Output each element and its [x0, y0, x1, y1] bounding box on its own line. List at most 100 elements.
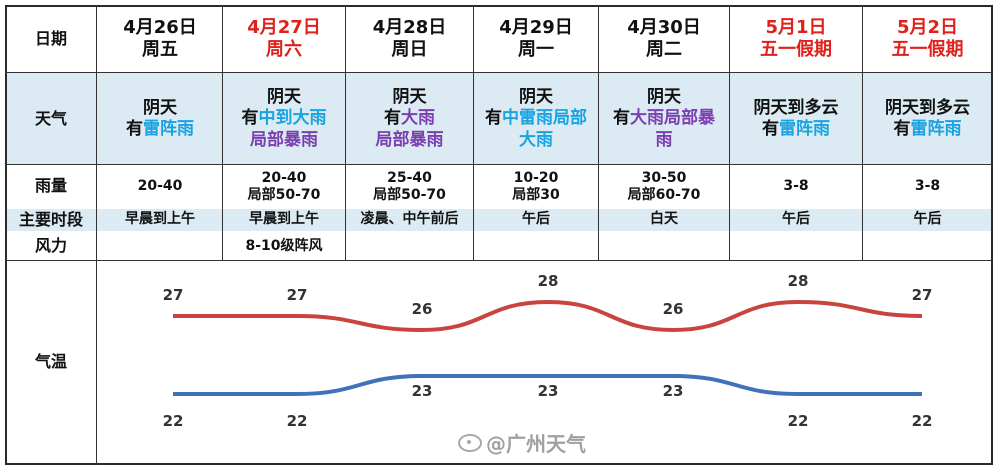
rain-text: 20-40 [261, 169, 307, 186]
date-cell: 4月29日 周一 [474, 7, 598, 71]
date-cell: 4月26日 周五 [98, 7, 222, 71]
high-temp-label: 28 [788, 272, 809, 290]
low-temp-label: 23 [663, 382, 684, 400]
weather-cell: 阴天到多云 有雷阵雨 [863, 74, 992, 164]
weekday-text: 周一 [518, 39, 554, 60]
high-temp-label: 28 [538, 272, 559, 290]
table-frame [5, 5, 993, 465]
row-divider [5, 260, 993, 261]
weekday-text: 周二 [646, 39, 682, 60]
date-text: 4月28日 [372, 17, 447, 39]
low-temp-label: 22 [287, 412, 308, 430]
high-temp-label: 26 [663, 300, 684, 318]
weather-text: 有 [384, 108, 401, 129]
rain-text: 局部30 [512, 187, 560, 203]
weather-cell: 阴天有大雨局部暴雨 [346, 74, 473, 164]
weather-cell: 阴天 有雷阵雨 [98, 74, 222, 164]
low-temp-label: 22 [912, 412, 933, 430]
rain-cell: 10-20 局部30 [474, 166, 598, 208]
watermark-text: @广州天气 [486, 432, 586, 456]
date-text: 4月30日 [627, 17, 701, 39]
column-divider [96, 5, 97, 465]
rain-cell: 30-50 局部60-70 [599, 166, 729, 208]
weather-text: 中到大雨 [258, 108, 327, 129]
rain-text: 局部50-70 [373, 187, 446, 203]
column-divider [473, 5, 474, 260]
weather-text: 雷阵雨 [910, 119, 962, 139]
period-cell: 午后 [730, 209, 862, 231]
weather-text: 有 [241, 108, 259, 129]
date-text: 5月1日 [765, 17, 827, 39]
weather-text: 阴天 [647, 87, 681, 108]
row-divider [5, 72, 993, 73]
period-cell: 早晨到上午 [223, 209, 345, 231]
weather-text: 大雨局部暴 [630, 108, 715, 129]
low-temp-label: 23 [412, 382, 433, 400]
column-divider [345, 5, 346, 260]
weather-text: 大雨 [401, 108, 435, 129]
label-rain: 雨量 [34, 176, 67, 196]
weather-text: 局部暴雨 [250, 129, 318, 150]
weather-text: 有 [893, 119, 911, 139]
weather-cell: 阴天有大雨局部暴雨 [599, 74, 729, 164]
weekday-text: 五一假期 [760, 39, 832, 60]
wind-cell: 8-10级阵风 [223, 234, 345, 260]
period-text: 早晨到上午 [125, 211, 195, 228]
weather-text: 雨 [655, 129, 673, 150]
rain-text: 局部50-70 [247, 187, 321, 203]
high-temp-label: 27 [163, 286, 184, 304]
column-divider [598, 5, 599, 260]
date-text: 4月29日 [499, 17, 573, 39]
date-cell: 4月30日 周二 [599, 7, 729, 71]
weather-row-band [6, 73, 992, 164]
weather-text: 中雷雨局部 [502, 108, 587, 129]
rain-cell: 20-40 局部50-70 [223, 166, 345, 208]
weekday-text: 五一假期 [891, 39, 964, 60]
rain-cell: 20-40 [98, 166, 222, 208]
date-cell: 4月27日 周六 [223, 7, 345, 71]
weather-text: 阴天到多云 [885, 97, 970, 118]
rain-text: 局部60-70 [627, 187, 701, 203]
weather-cell: 阴天到多云 有雷阵雨 [730, 74, 862, 164]
date-cell: 5月2日 五一假期 [863, 7, 992, 71]
rain-text: 30-50 [641, 169, 687, 186]
weekday-text: 周日 [391, 39, 428, 60]
period-cell: 午后 [474, 209, 598, 231]
date-cell: 5月1日 五一假期 [730, 7, 862, 71]
weather-text: 局部暴雨 [375, 129, 444, 150]
rain-cell: 25-40 局部50-70 [346, 166, 473, 208]
period-row-band [6, 209, 992, 231]
weather-text: 阴天 [143, 97, 177, 118]
column-divider [729, 5, 730, 260]
column-divider [862, 5, 863, 260]
weekday-text: 周六 [266, 39, 302, 60]
period-text: 午后 [522, 211, 550, 228]
rain-text: 3-8 [783, 178, 809, 195]
row-divider [5, 164, 993, 165]
weibo-icon [458, 433, 482, 452]
weather-text: 有 [762, 119, 779, 139]
weather-text: 雷阵雨 [143, 119, 194, 139]
period-cell: 白天 [599, 209, 729, 231]
rain-cell: 3-8 [863, 166, 992, 208]
period-text: 午后 [913, 211, 942, 228]
label-period: 主要时段 [18, 210, 83, 230]
period-text: 白天 [650, 211, 678, 228]
weather-cell: 阴天 有中到大雨 局部暴雨 [223, 74, 345, 164]
date-text: 4月26日 [123, 17, 197, 39]
period-text: 早晨到上午 [249, 211, 319, 228]
low-temp-label: 23 [538, 382, 559, 400]
rain-text: 10-20 [513, 169, 559, 186]
high-temp-line [172, 299, 923, 333]
low-temp-label: 22 [163, 412, 184, 430]
weekday-text: 周五 [142, 39, 178, 60]
weather-text: 阴天 [519, 87, 553, 108]
weather-text: 雷阵雨 [779, 119, 830, 139]
high-temp-label: 27 [912, 286, 933, 304]
weather-text: 大雨 [519, 129, 553, 150]
period-cell: 午后 [863, 209, 992, 231]
weather-text: 阴天到多云 [753, 97, 839, 118]
period-text: 午后 [782, 211, 810, 228]
label-temp: 气温 [34, 352, 67, 372]
weather-text: 有 [126, 119, 143, 139]
